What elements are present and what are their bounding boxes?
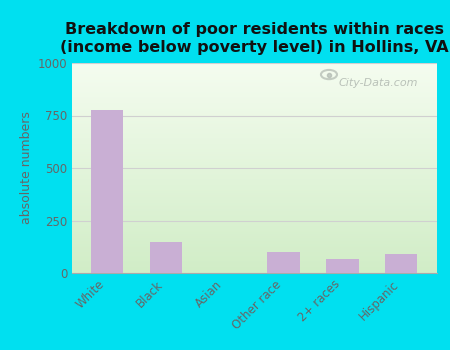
Y-axis label: absolute numbers: absolute numbers xyxy=(20,112,33,224)
Bar xyxy=(326,259,359,273)
Title: Breakdown of poor residents within races
(income below poverty level) in Hollins: Breakdown of poor residents within races… xyxy=(60,22,449,55)
Bar xyxy=(385,254,418,273)
Bar xyxy=(267,252,300,273)
Text: City-Data.com: City-Data.com xyxy=(338,78,418,88)
Bar xyxy=(91,110,123,273)
Bar xyxy=(150,241,182,273)
